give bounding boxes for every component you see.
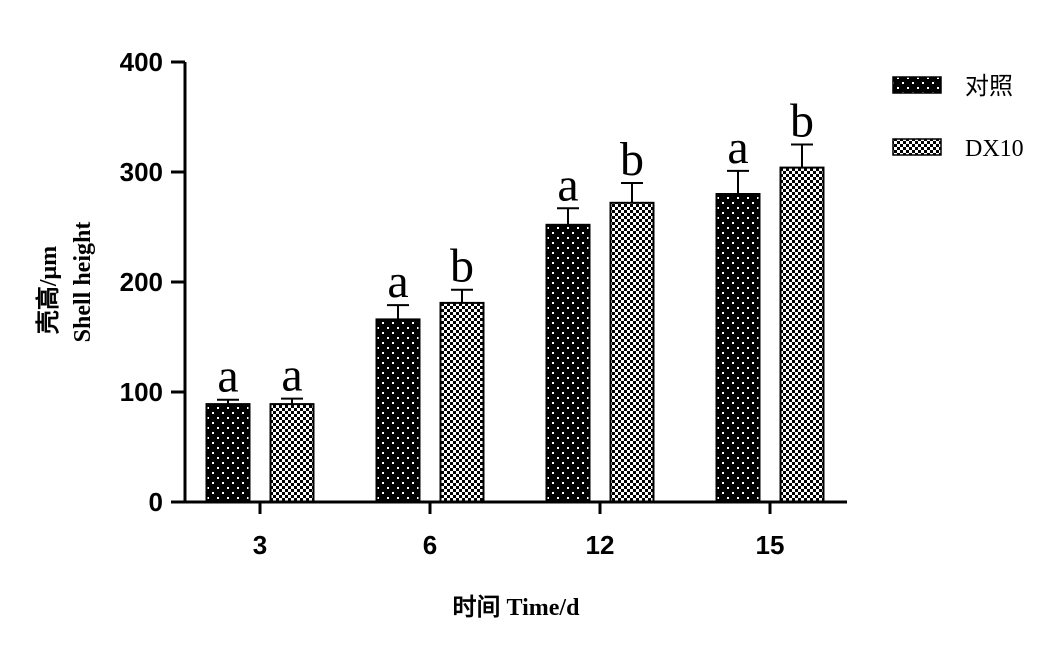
y-axis-title-line1: 壳高/μm <box>34 246 62 335</box>
legend-swatch-control <box>892 76 942 94</box>
bar-control-15 <box>715 193 761 503</box>
y-axis-title-line2: Shell height <box>70 222 96 343</box>
sig-label-control-12: a <box>557 158 578 211</box>
x-tick-label-6: 6 <box>423 530 437 560</box>
bar-dx10-12 <box>609 201 655 504</box>
legend-label-control: 对照 <box>965 73 1013 100</box>
x-tick-label-12: 12 <box>586 530 615 560</box>
x-tick-label-3: 3 <box>253 530 267 560</box>
y-tick-label-300: 300 <box>120 157 163 187</box>
legend: 对照 DX10 <box>892 73 1024 162</box>
sig-label-control-6: a <box>387 255 408 308</box>
legend-swatch-dx10 <box>892 138 942 156</box>
bar-control-6 <box>375 318 421 503</box>
bar-dx10-15 <box>779 166 825 503</box>
bar-dx10-3 <box>269 403 315 504</box>
labels-layer: a aa ba b a b <box>217 95 814 403</box>
y-tick-label-0: 0 <box>149 487 163 517</box>
axes-layer: 0 100 200 300 400 3 6 12 15 <box>120 47 847 560</box>
bar-dx10-6 <box>439 301 485 503</box>
y-tick-label-100: 100 <box>120 377 163 407</box>
x-axis-title: 时间 Time/d <box>453 594 581 621</box>
sig-label-dx10-3: a <box>281 349 302 402</box>
y-tick-label-400: 400 <box>120 47 163 77</box>
sig-label-control-3: a <box>217 350 238 403</box>
bar-control-3 <box>205 403 251 504</box>
y-tick-label-200: 200 <box>120 267 163 297</box>
bars-layer <box>205 143 825 504</box>
sig-label-dx10-15: b <box>790 95 814 148</box>
sig-label-control-15: a <box>727 121 748 174</box>
bar-control-12 <box>545 223 591 504</box>
sig-label-dx10-12: b <box>620 133 644 186</box>
legend-label-dx10: DX10 <box>965 136 1024 162</box>
sig-label-dx10-6: b <box>450 240 474 293</box>
x-tick-label-15: 15 <box>756 530 785 560</box>
